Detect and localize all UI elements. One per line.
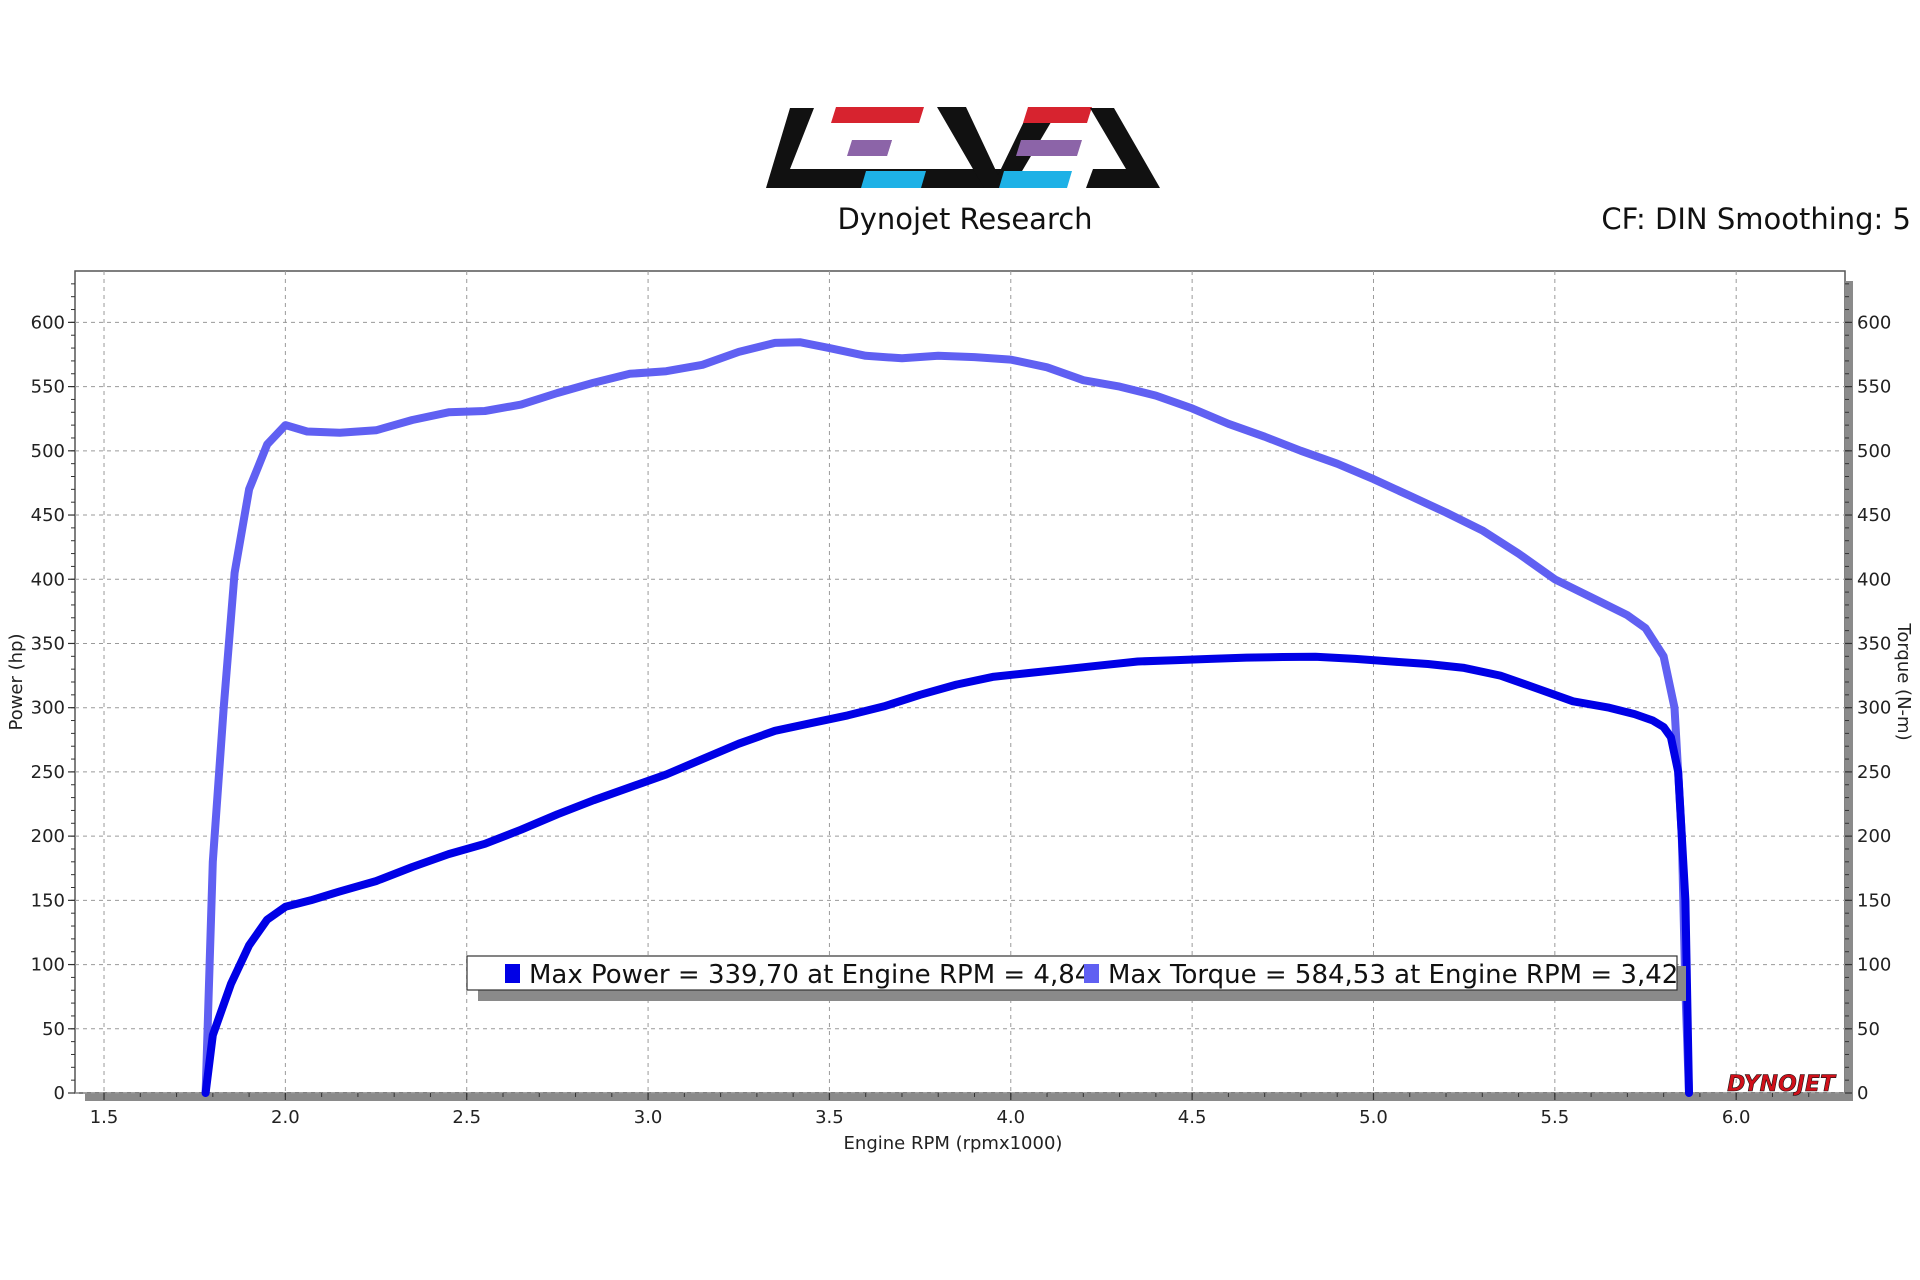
logo-stripe-cyan-1: [861, 171, 926, 188]
y-right-tick-label-6: 300: [1857, 698, 1891, 719]
y-right-tick-label-12: 600: [1857, 312, 1891, 333]
y-right-tick-label-8: 400: [1857, 569, 1891, 590]
legend-label-power: Max Power = 339,70 at Engine RPM = 4,84: [529, 960, 1091, 990]
y-left-tick-label-11: 550: [31, 377, 65, 398]
axis-ticks: 1.5 2.0 2.5 3.0 3.5 4.0 4.5 5.0 5.5 6.0 0 0 50 50 100 1…: [31, 283, 1891, 1128]
y-right-tick-label-2: 100: [1857, 955, 1891, 976]
logo-subtitle: Dynojet Research: [837, 202, 1092, 236]
cf-smoothing-label: CF: DIN Smoothing: 5: [1601, 202, 1911, 236]
level-logo: [766, 107, 1160, 188]
y-right-tick-label-9: 450: [1857, 505, 1891, 526]
y-left-tick-label-0: 0: [54, 1083, 65, 1104]
x-tick-label-3: 3.0: [634, 1107, 663, 1128]
y-right-tick-label-11: 550: [1857, 377, 1891, 398]
y-right-tick-label-7: 350: [1857, 633, 1891, 654]
y-left-tick-label-4: 200: [31, 826, 65, 847]
x-tick-label-1: 2.0: [271, 1107, 300, 1128]
legend-box: [466, 955, 1678, 991]
series-lines: [201, 338, 1693, 1097]
x-tick-label-7: 5.0: [1359, 1107, 1388, 1128]
y-right-tick-label-0: 0: [1857, 1083, 1868, 1104]
x-tick-label-0: 1.5: [90, 1107, 119, 1128]
y-left-tick-label-3: 150: [31, 890, 65, 911]
plot-shadow-right: [1845, 281, 1853, 1101]
logo-stripe-cyan-2: [999, 171, 1072, 188]
x-axis-title: Engine RPM (rpmx1000): [844, 1133, 1063, 1154]
logo-letter-v: [937, 107, 1060, 188]
y-right-tick-label-1: 50: [1857, 1019, 1880, 1040]
y-right-tick-label-5: 250: [1857, 762, 1891, 783]
x-tick-label-8: 5.5: [1541, 1107, 1570, 1128]
logo-stripe-red-2: [1023, 107, 1092, 123]
legend-swatch-power: [505, 964, 520, 983]
y-left-tick-label-10: 500: [31, 441, 65, 462]
x-tick-label-6: 4.5: [1178, 1107, 1207, 1128]
series-line-max-power: [201, 652, 1693, 1097]
legend-label-torque: Max Torque = 584,53 at Engine RPM = 3,42: [1108, 960, 1678, 990]
y-right-tick-label-4: 200: [1857, 826, 1891, 847]
plot-shadow-bottom: [85, 1093, 1853, 1101]
x-tick-label-2: 2.5: [452, 1107, 481, 1128]
x-tick-label-5: 4.0: [996, 1107, 1025, 1128]
y-left-tick-label-8: 400: [31, 569, 65, 590]
x-tick-label-4: 3.5: [815, 1107, 844, 1128]
logo-stripe-purple-2: [1016, 140, 1082, 156]
y-left-tick-label-6: 300: [31, 698, 65, 719]
logo-letter-reverse-l: [1086, 108, 1160, 188]
y-axis-title-left: Power (hp): [6, 633, 27, 730]
y-right-tick-label-3: 150: [1857, 890, 1891, 911]
y-left-tick-label-7: 350: [31, 633, 65, 654]
legend: Max Power = 339,70 at Engine RPM = 4,84 …: [466, 955, 1686, 1001]
y-right-tick-label-10: 500: [1857, 441, 1891, 462]
dynojet-watermark: DYNOJET: [1727, 1072, 1837, 1097]
legend-swatch-torque: [1084, 964, 1099, 983]
x-tick-label-9: 6.0: [1722, 1107, 1751, 1128]
y-left-tick-label-9: 450: [31, 505, 65, 526]
y-left-tick-label-5: 250: [31, 762, 65, 783]
y-left-tick-label-2: 100: [31, 955, 65, 976]
y-left-tick-label-1: 50: [42, 1019, 65, 1040]
logo-stripe-red-1: [831, 107, 924, 123]
logo-stripe-purple-1b: [875, 140, 892, 156]
series-line-max-torque: [201, 338, 1693, 1097]
y-axis-title-right: Torque (N-m): [1893, 622, 1914, 740]
y-left-tick-label-12: 600: [31, 312, 65, 333]
